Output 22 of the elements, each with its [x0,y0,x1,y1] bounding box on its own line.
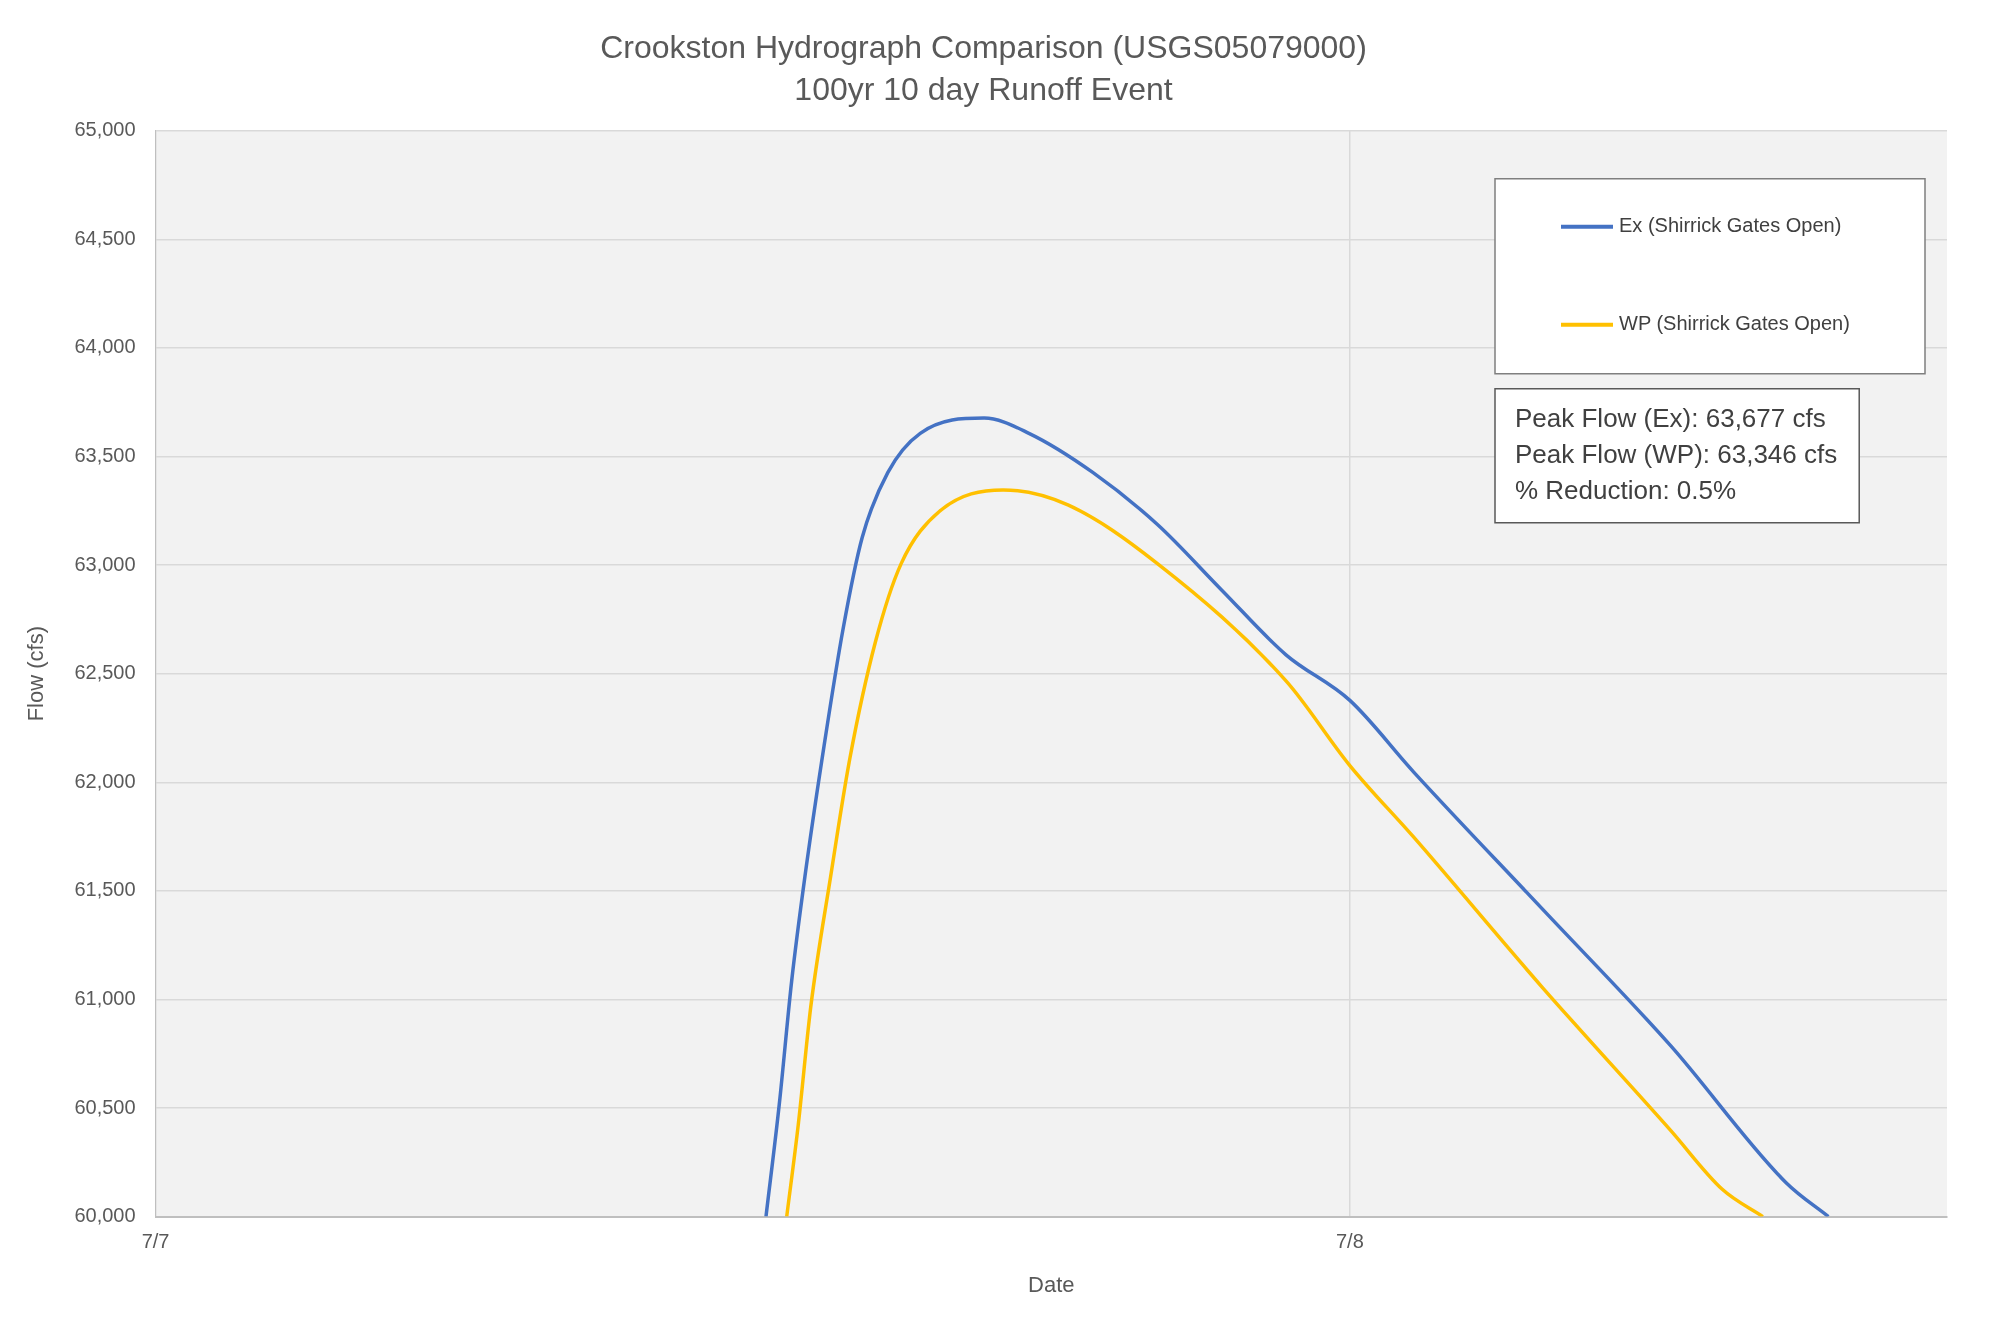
legend-label: WP (Shirrick Gates Open) [1619,312,1850,335]
annotation: Peak Flow (WP): 63,346 cfs [1515,438,1838,469]
x-axis-title: Date [1028,1271,1075,1297]
y-tick-label: 61,000 [74,986,136,1009]
y-tick-label: 62,500 [74,661,136,684]
y-tick-label: 62,000 [74,769,136,792]
y-tick-label: 63,000 [74,552,136,575]
y-tick-label: 60,500 [74,1095,136,1118]
legend-label: Ex (Shirrick Gates Open) [1619,214,1842,237]
annotation: % Reduction: 0.5% [1515,474,1737,505]
y-axis-title: Flow (cfs) [23,626,49,722]
y-tick-label: 65,000 [74,118,136,141]
y-tick-label: 63,500 [74,444,136,467]
x-tick-label: 7/7 [141,1230,170,1253]
chart-subtitle: 100yr 10 day Runoff Event [794,71,1173,108]
x-tick-label: 7/8 [1335,1230,1364,1253]
y-tick-label: 64,500 [74,226,136,249]
y-tick-label: 61,500 [74,878,136,901]
chart-title: Crookston Hydrograph Comparison (USGS05079000) [600,29,1367,66]
y-tick-label: 60,000 [74,1204,136,1227]
y-tick-label: 64,000 [74,335,136,358]
annotation: Peak Flow (Ex): 63,677 cfs [1515,402,1826,433]
